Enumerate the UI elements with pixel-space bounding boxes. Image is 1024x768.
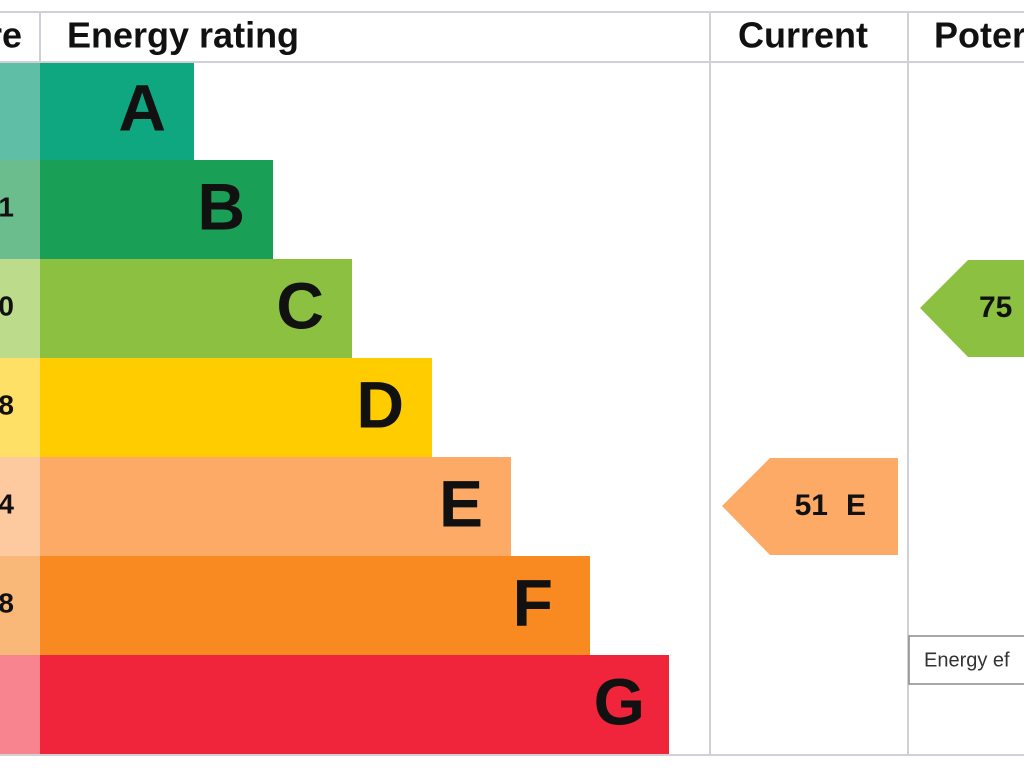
band-letter: G [594,664,645,738]
score-cell [0,556,40,655]
score-cell [0,160,40,259]
band-bar [40,457,511,556]
current-arrow [722,458,898,555]
current-band: E [846,489,866,522]
band-score: 1 [0,191,14,222]
header-potential: Poter [934,15,1024,56]
band-letter: C [276,268,324,342]
band-score: 0 [0,290,14,321]
band-bar [40,259,352,358]
score-cell [0,62,40,160]
band-score: 8 [0,389,14,420]
band-letter: E [439,466,483,540]
header-current: Current [738,15,868,56]
current-score: 51 [795,489,828,522]
band-letter: A [118,70,166,144]
band-score: 4 [0,488,14,519]
band-letter: D [356,367,404,441]
score-cell [0,457,40,556]
potential-arrow [920,260,1024,357]
band-letter: B [197,169,245,243]
band-bar [40,655,669,754]
header-rating: Energy rating [67,15,299,56]
band-bar [40,358,432,457]
score-cell [0,655,40,754]
score-cell [0,259,40,358]
tooltip-text: Energy ef [924,649,1010,671]
header-score: re [0,15,22,56]
band-bar [40,556,590,655]
tooltip [908,635,1024,685]
potential-score: 75 [979,291,1012,324]
band-bar [40,160,273,259]
band-letter: F [513,565,553,639]
score-cell [0,358,40,457]
band-score: 8 [0,587,14,618]
band-bar [40,62,194,160]
